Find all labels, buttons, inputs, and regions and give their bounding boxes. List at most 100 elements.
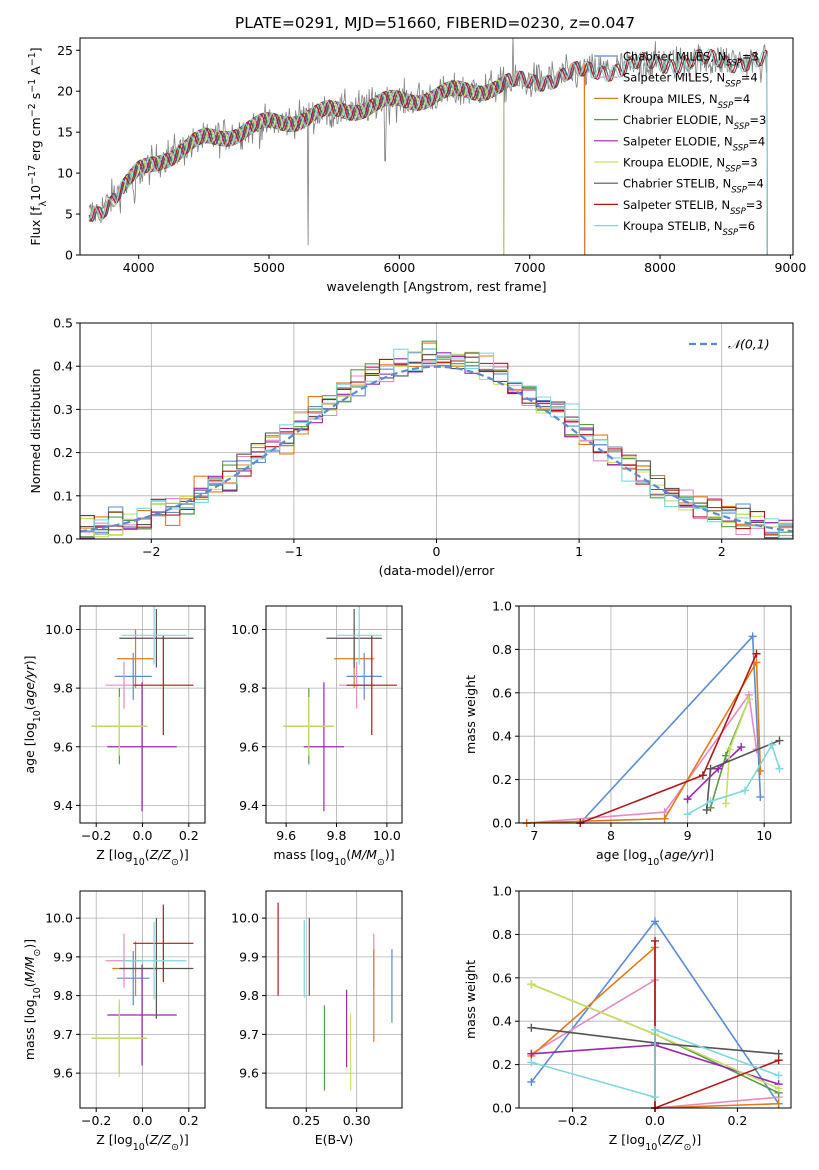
- legend-subscript: SSP: [733, 143, 749, 153]
- x-tick-label: 9.6: [276, 828, 296, 843]
- label-part: ⊙: [684, 1142, 692, 1153]
- y-tick-label: 15: [57, 125, 73, 140]
- legend-series-name: Salpeter STELIB: [623, 198, 714, 212]
- legend-subscript: SSP: [730, 207, 746, 217]
- label-part: −1: [27, 79, 38, 93]
- label-part: )]: [385, 847, 395, 862]
- legend-nssp: =3: [749, 113, 766, 127]
- x-axis-label: Z [log10(Z/Z⊙)]: [96, 1132, 189, 1153]
- x-axis-label: wavelength [Angstrom, rest frame]: [326, 279, 546, 294]
- y-tick-label: 10.0: [45, 911, 73, 926]
- panel-age_vs_mass: 9.6 9.8 10.0 9.4 9.6 9.8 10.0 mass [log10(M/M⊙)…: [231, 605, 403, 868]
- x-axis-label: E(B-V): [315, 1132, 354, 1147]
- legend-subscript: SSP: [731, 186, 747, 196]
- mass-weight-marker: [702, 805, 711, 814]
- legend-nssp: =4: [747, 177, 764, 191]
- y-tick-label: 10.0: [45, 622, 73, 637]
- label-part: −17: [27, 165, 38, 185]
- label-part: (: [145, 847, 150, 862]
- legend-subscript: SSP: [725, 165, 741, 175]
- x-tick-label: 10: [756, 828, 772, 843]
- label-part: Flux [f: [28, 206, 43, 246]
- y-tick-label: 0.5: [53, 316, 73, 331]
- x-axis-label: Z [log10(Z/Z⊙)]: [96, 847, 189, 868]
- y-tick-label: 9.9: [53, 949, 73, 964]
- y-tick-label: 9.7: [53, 1027, 73, 1042]
- label-part: λ: [38, 200, 49, 206]
- y-tick-label: 9.4: [239, 798, 259, 813]
- y-tick-label: 9.8: [53, 988, 73, 1003]
- x-tick-label: 9000: [774, 260, 806, 275]
- mass-weight-marker: [706, 797, 715, 806]
- label-part: 10: [334, 857, 346, 868]
- label-part: ⊙: [171, 1142, 179, 1153]
- label-part: )]: [179, 1132, 189, 1147]
- label-part: (: [145, 1132, 150, 1147]
- y-axis-label: Flux [fλ10−17 erg cm−2 s−1 A−1]: [27, 47, 49, 245]
- y-axis-label: mass weight: [463, 675, 478, 754]
- mass-weight-marker: [774, 1099, 783, 1108]
- label-part: age [log: [596, 847, 647, 862]
- mass-weight-marker: [767, 740, 776, 749]
- mass-weight-marker: [527, 1049, 536, 1058]
- x-tick-label: 7000: [514, 260, 546, 275]
- label-part: 10: [133, 1142, 145, 1153]
- legend-series-name: Salpeter ELODIE: [623, 134, 717, 148]
- plot-area-age_vs_mass: [283, 606, 397, 812]
- label-part: age [log: [22, 722, 37, 773]
- label-part: age/yr: [22, 664, 37, 705]
- y-tick-label: 25: [57, 43, 73, 58]
- label-part: )]: [704, 847, 714, 862]
- x-tick-label: 9.8: [327, 828, 347, 843]
- mass-weight-marker: [725, 745, 734, 754]
- normal-reference-curve: [80, 365, 793, 533]
- mass-weight-marker: [752, 649, 761, 658]
- y-tick-label: 0.4: [53, 359, 73, 374]
- label-part: ⊙: [171, 857, 179, 868]
- legend-subscript: SSP: [726, 59, 742, 69]
- mass-weight-marker: [527, 980, 536, 989]
- label-part: ⊙: [32, 949, 43, 957]
- mass-weight-marker: [752, 658, 761, 667]
- panel-residuals: −2 −1 0 1 2 0.0 0.1 0.2 0.3 0.4 0.5 (data-model)/er…: [28, 316, 794, 578]
- mass-weight-marker: [756, 766, 765, 775]
- legend-nssp: =4: [748, 134, 765, 148]
- label-part: Z [log: [96, 847, 132, 862]
- y-tick-label: 0.2: [53, 445, 73, 460]
- mass-weight-line: [531, 1028, 779, 1099]
- label-part: ⊙: [377, 857, 385, 868]
- y-tick-label: 0.2: [492, 1057, 512, 1072]
- y-axis-label: mass weight: [463, 960, 478, 1039]
- mass-weight-marker: [683, 795, 692, 804]
- label-part: 10: [32, 987, 43, 999]
- x-tick-label: 0: [433, 544, 441, 559]
- x-axis-label: (data-model)/error: [379, 563, 496, 578]
- x-axis-label: mass [log10(M/M⊙)]: [273, 847, 394, 868]
- x-tick-label: 0.25: [292, 1113, 320, 1128]
- legend-nssp: =3: [741, 156, 758, 170]
- residual-histogram: [80, 348, 793, 539]
- mass-weight-marker: [741, 786, 750, 795]
- label-part: mass [log: [273, 847, 334, 862]
- label-part: 10: [32, 710, 43, 722]
- y-tick-label: 5: [65, 207, 73, 222]
- label-part: age/yr: [664, 847, 705, 862]
- y-tick-label: 9.9: [239, 949, 259, 964]
- label-part: ]: [28, 47, 43, 52]
- y-tick-label: 0: [65, 248, 73, 263]
- x-tick-label: 0.2: [179, 1113, 199, 1128]
- label-part: (: [657, 1132, 662, 1147]
- label-part: Z [log: [96, 1132, 132, 1147]
- y-tick-label: 0.8: [492, 927, 512, 942]
- y-tick-label: 10.0: [231, 622, 259, 637]
- mass-weight-marker: [527, 1023, 536, 1032]
- y-axis-label: mass [log10(M/M⊙)]: [22, 939, 43, 1060]
- legend-nssp: =6: [738, 219, 755, 233]
- label-part: (: [659, 847, 664, 862]
- mass-weight-marker: [774, 1071, 783, 1080]
- label-part: Z/Z: [661, 1132, 684, 1147]
- axes-frame: [79, 37, 794, 256]
- label-part: mass [log: [22, 999, 37, 1060]
- legend-subscript: SSP: [725, 80, 741, 90]
